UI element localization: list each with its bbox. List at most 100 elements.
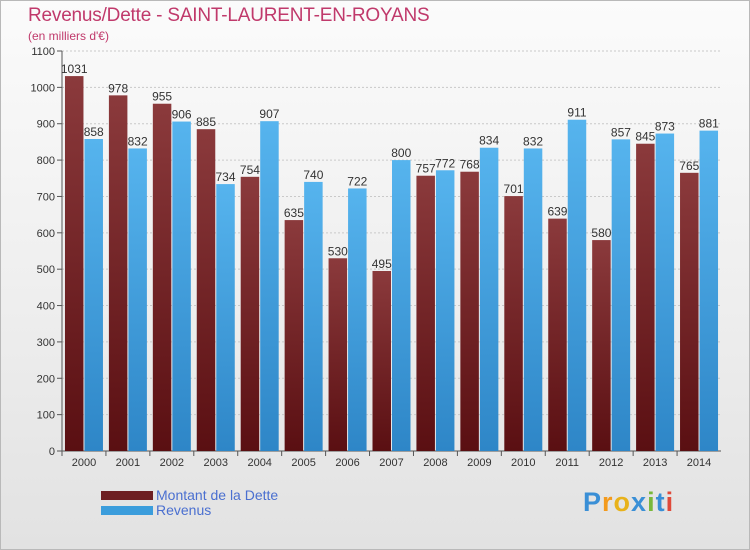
bar-dette xyxy=(64,76,84,451)
data-label-dette: 580 xyxy=(591,226,611,240)
data-label-revenus: 911 xyxy=(567,106,586,120)
bar-dette xyxy=(592,240,611,451)
logo-letter: o xyxy=(613,487,632,517)
y-tick-label: 700 xyxy=(37,191,55,203)
x-tick-label: 2010 xyxy=(511,457,535,469)
x-tick-label: 2013 xyxy=(643,457,667,469)
x-tick-label: 2008 xyxy=(423,457,447,469)
bars xyxy=(64,76,719,452)
x-tick-label: 2001 xyxy=(116,457,140,469)
y-tick-label: 1100 xyxy=(31,46,55,58)
x-tick-label: 2003 xyxy=(204,457,228,469)
legend-swatch-dette xyxy=(101,491,153,500)
legend-swatch-revenus xyxy=(101,506,153,515)
x-tick-label: 2004 xyxy=(247,457,271,469)
logo-letter: i xyxy=(647,487,656,517)
bar-dette xyxy=(460,171,479,451)
x-tick-label: 2002 xyxy=(160,457,184,469)
bar-revenus xyxy=(611,139,631,451)
data-label-dette: 530 xyxy=(328,244,348,258)
data-label-dette: 845 xyxy=(635,130,655,144)
data-label-revenus: 832 xyxy=(128,134,148,148)
data-label-dette: 955 xyxy=(152,90,172,104)
logo-letter: r xyxy=(602,487,614,517)
logo-letter: t xyxy=(655,487,666,517)
data-label-dette: 885 xyxy=(196,115,216,129)
y-tick-label: 800 xyxy=(37,155,55,167)
bar-dette xyxy=(680,172,699,451)
bar-dette xyxy=(152,103,172,452)
data-label-revenus: 906 xyxy=(172,108,192,122)
x-tick-label: 2006 xyxy=(335,457,359,469)
bar-revenus xyxy=(128,148,147,452)
y-tick-label: 1000 xyxy=(31,82,55,94)
y-tick-label: 600 xyxy=(37,228,55,240)
data-label-revenus: 734 xyxy=(216,170,236,184)
logo-letter: i xyxy=(665,487,675,517)
y-tick-label: 200 xyxy=(37,373,55,385)
data-label-dette: 701 xyxy=(504,182,524,196)
y-tick-label: 300 xyxy=(37,337,55,349)
data-label-dette: 757 xyxy=(416,162,436,176)
y-tick-label: 0 xyxy=(49,446,55,458)
bar-revenus xyxy=(216,184,235,451)
bar-dette xyxy=(108,95,128,451)
bar-dette xyxy=(636,143,655,451)
y-tick-label: 100 xyxy=(37,410,55,422)
bar-dette xyxy=(284,220,304,451)
x-tick-label: 2014 xyxy=(687,457,711,469)
data-label-dette: 639 xyxy=(547,205,567,219)
data-label-revenus: 722 xyxy=(347,174,367,188)
axes: 0 100 200 300 400 500 600 700 800 900 1000 1100 2000… xyxy=(31,46,721,469)
bar-revenus xyxy=(172,121,191,451)
data-label-revenus: 800 xyxy=(391,146,411,160)
data-label-dette: 754 xyxy=(240,163,260,177)
data-label-dette: 495 xyxy=(372,257,392,271)
bar-revenus xyxy=(523,148,543,452)
bar-dette xyxy=(240,176,260,451)
data-label-revenus: 834 xyxy=(479,134,499,148)
data-label-revenus: 832 xyxy=(523,134,543,148)
legend-label-dette: Montant de la Dette xyxy=(156,487,279,503)
x-tick-label: 2009 xyxy=(467,457,491,469)
bar-revenus xyxy=(655,133,675,451)
bar-revenus xyxy=(699,130,719,452)
data-label-dette: 768 xyxy=(460,158,480,172)
data-label-revenus: 858 xyxy=(84,125,104,139)
bar-dette xyxy=(416,175,435,451)
grid-lines xyxy=(62,50,721,452)
bar-revenus xyxy=(348,188,367,452)
legend-label-revenus: Revenus xyxy=(156,502,212,518)
data-label-revenus: 857 xyxy=(611,125,631,139)
data-label-dette: 765 xyxy=(679,159,699,173)
logo-letter: P xyxy=(583,487,603,517)
bar-revenus xyxy=(435,170,455,452)
bar-revenus xyxy=(479,147,499,451)
proxiti-logo: Proxiti xyxy=(583,487,674,518)
x-tick-label: 2011 xyxy=(555,457,579,469)
x-tick-label: 2007 xyxy=(379,457,403,469)
bar-dette xyxy=(504,196,523,451)
data-label-dette: 635 xyxy=(284,206,304,220)
y-tick-label: 900 xyxy=(37,119,55,131)
x-tick-label: 2005 xyxy=(291,457,315,469)
data-label-dette: 1031 xyxy=(61,62,88,76)
bar-dette xyxy=(196,129,216,451)
data-label-revenus: 772 xyxy=(435,156,455,170)
chart-subtitle: (en milliers d'€) xyxy=(28,29,109,43)
x-tick-label: 2012 xyxy=(599,457,623,469)
bar-revenus xyxy=(567,119,587,452)
data-label-revenus: 740 xyxy=(303,168,323,182)
data-label-revenus: 873 xyxy=(655,120,675,134)
chart-title: Revenus/Dette - SAINT-LAURENT-EN-ROYANS xyxy=(28,5,430,26)
logo-letter: x xyxy=(631,487,648,517)
x-tick-label: 2000 xyxy=(72,457,96,469)
bar-revenus xyxy=(260,121,279,451)
bar-revenus xyxy=(392,160,411,451)
data-label-revenus: 881 xyxy=(699,117,719,131)
y-tick-label: 400 xyxy=(37,301,55,313)
y-tick-label: 500 xyxy=(37,264,55,276)
